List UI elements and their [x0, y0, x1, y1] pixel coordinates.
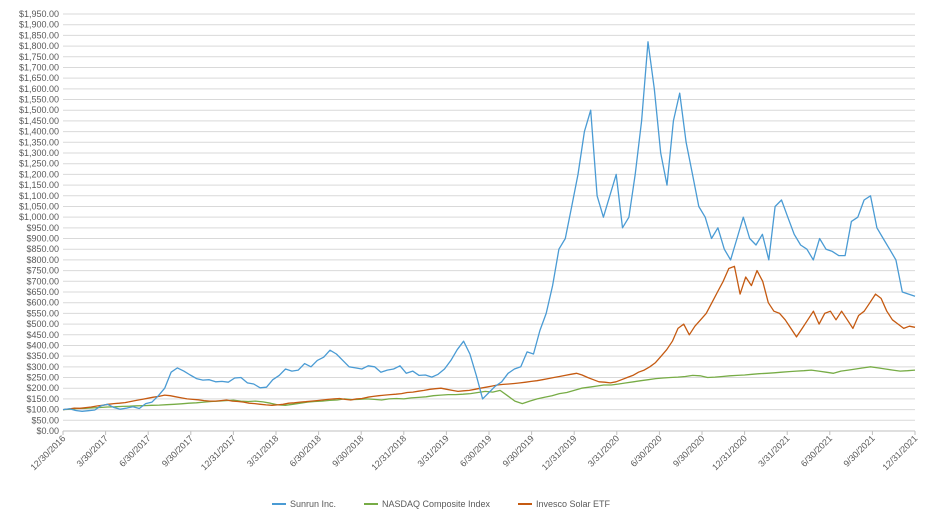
x-tick-label: 6/30/2020 [628, 433, 663, 468]
x-tick-label: 9/30/2018 [330, 433, 365, 468]
x-tick-label: 6/30/2019 [458, 433, 493, 468]
y-tick-label: $1,050.00 [19, 201, 59, 211]
series-line-invesco-solar-etf [62, 265, 916, 411]
y-axis-tick-labels: $0.00$50.00$100.00$150.00$200.00$250.00$… [19, 9, 59, 436]
y-tick-label: $1,400.00 [19, 127, 59, 137]
y-tick-label: $300.00 [26, 362, 59, 372]
y-tick-label: $850.00 [26, 244, 59, 254]
y-tick-label: $0.00 [36, 426, 59, 436]
y-tick-label: $1,800.00 [19, 41, 59, 51]
gridlines [63, 13, 915, 432]
y-tick-label: $400.00 [26, 340, 59, 350]
y-tick-label: $750.00 [26, 266, 59, 276]
legend: Sunrun Inc. NASDAQ Composite Index Invesco… [272, 499, 611, 509]
x-tick-label: 3/31/2020 [586, 433, 621, 468]
x-tick-label: 6/30/2018 [288, 433, 323, 468]
y-tick-label: $900.00 [26, 234, 59, 244]
x-tick-label: 3/31/2019 [415, 433, 450, 468]
y-tick-label: $500.00 [26, 319, 59, 329]
x-tick-label: 6/30/2017 [117, 433, 152, 468]
y-tick-label: $950.00 [26, 223, 59, 233]
y-tick-label: $1,000.00 [19, 212, 59, 222]
y-tick-label: $700.00 [26, 276, 59, 286]
y-tick-label: $800.00 [26, 255, 59, 265]
y-tick-label: $1,900.00 [19, 20, 59, 30]
series-lines [62, 41, 916, 412]
x-tick-label: 9/30/2017 [160, 433, 195, 468]
y-tick-label: $350.00 [26, 351, 59, 361]
y-tick-label: $1,750.00 [19, 52, 59, 62]
legend-label: NASDAQ Composite Index [382, 499, 491, 509]
y-tick-label: $150.00 [26, 394, 59, 404]
y-tick-label: $1,450.00 [19, 116, 59, 126]
y-tick-label: $1,550.00 [19, 95, 59, 105]
y-tick-label: $100.00 [26, 405, 59, 415]
y-tick-label: $1,250.00 [19, 159, 59, 169]
x-axis-tick-labels: 12/30/2016 3/30/2017 6/30/2017 9/30/2017 12/… [28, 431, 919, 472]
y-tick-label: $200.00 [26, 383, 59, 393]
y-tick-label: $1,500.00 [19, 105, 59, 115]
x-tick-label: 3/31/2021 [756, 433, 791, 468]
x-tick-label: 12/31/2020 [710, 433, 749, 472]
y-tick-label: $450.00 [26, 330, 59, 340]
x-tick-label: 12/31/2019 [540, 433, 579, 472]
y-tick-label: $1,300.00 [19, 148, 59, 158]
series-line-sunrun-inc [62, 41, 916, 412]
y-tick-label: $1,200.00 [19, 169, 59, 179]
x-tick-label: 12/31/2021 [880, 433, 919, 472]
y-tick-label: $1,600.00 [19, 84, 59, 94]
y-tick-label: $1,350.00 [19, 137, 59, 147]
y-tick-label: $50.00 [31, 415, 59, 425]
y-tick-label: $250.00 [26, 373, 59, 383]
y-tick-label: $1,950.00 [19, 9, 59, 19]
legend-label: Sunrun Inc. [290, 499, 336, 509]
x-tick-label: 9/30/2020 [671, 433, 706, 468]
y-tick-label: $1,700.00 [19, 62, 59, 72]
x-tick-label: 3/30/2017 [75, 433, 110, 468]
y-tick-label: $1,650.00 [19, 73, 59, 83]
x-tick-label: 12/30/2016 [28, 433, 67, 472]
y-tick-label: $1,100.00 [19, 191, 59, 201]
x-tick-label: 9/30/2019 [501, 433, 536, 468]
y-tick-label: $550.00 [26, 308, 59, 318]
x-tick-label: 12/31/2018 [369, 433, 408, 472]
legend-label: Invesco Solar ETF [536, 499, 611, 509]
x-tick-label: 6/30/2021 [799, 433, 834, 468]
x-tick-label: 9/30/2021 [841, 433, 876, 468]
y-tick-label: $600.00 [26, 298, 59, 308]
y-tick-label: $1,850.00 [19, 30, 59, 40]
y-tick-label: $650.00 [26, 287, 59, 297]
x-tick-label: 3/31/2018 [245, 433, 280, 468]
x-tick-label: 12/31/2017 [199, 433, 238, 472]
y-tick-label: $1,150.00 [19, 180, 59, 190]
